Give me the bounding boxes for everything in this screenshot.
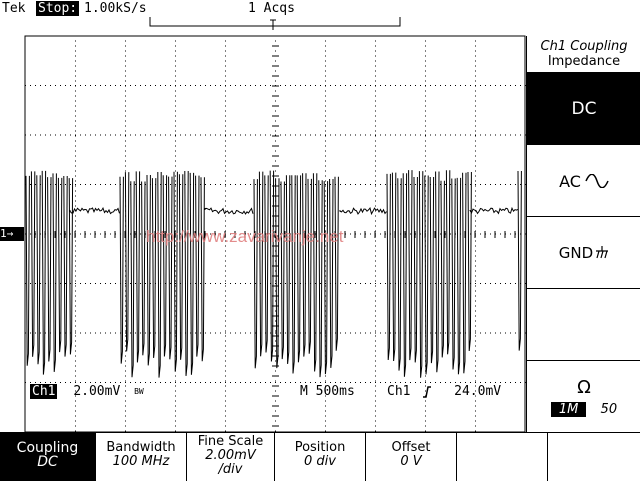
ground-icon xyxy=(596,246,609,259)
timebase-value: M 500ms xyxy=(300,384,355,399)
impedance-1m: 1M xyxy=(550,402,587,417)
trigger-level: 24.0mV xyxy=(454,384,502,399)
fine-scale-menu-button[interactable]: Fine Scale 2.00mV /div xyxy=(187,433,275,481)
bottom-menu-empty-2[interactable] xyxy=(548,433,640,481)
ohm-icon: Ω xyxy=(577,377,591,398)
sample-rate: 1.00kS/s xyxy=(84,1,147,16)
side-menu: Ch1 Coupling Impedance DC AC GND Ω 1M 50 xyxy=(526,36,640,432)
impedance-button[interactable]: Ω 1M 50 xyxy=(527,360,640,433)
ch1-waveform xyxy=(25,170,522,378)
trigger-readout: Ch1 24.0mV xyxy=(387,384,501,399)
trigger-channel: Ch1 xyxy=(387,384,411,399)
bottom-menu: Coupling DC Bandwidth 100 MHz Fine Scale… xyxy=(0,432,640,481)
impedance-50: 50 xyxy=(600,402,618,417)
ch1-trace xyxy=(25,170,522,378)
acquisition-state: Stop: xyxy=(36,1,80,16)
bandwidth-menu-button[interactable]: Bandwidth 100 MHz xyxy=(96,433,187,481)
coupling-ac-button[interactable]: AC xyxy=(527,144,640,217)
offset-menu-button[interactable]: Offset 0 V xyxy=(366,433,457,481)
ch1-label: Ch1 xyxy=(30,384,58,399)
coupling-dc-button[interactable]: DC xyxy=(527,72,640,145)
status-bar: Tek Stop: 1.00kS/s 1 Acqs xyxy=(0,0,640,20)
timebase-readout: M 500ms xyxy=(300,384,355,399)
rising-edge-icon xyxy=(422,384,440,399)
record-bracket xyxy=(149,17,401,30)
ch1-vdiv: 2.00mV xyxy=(73,384,121,399)
side-menu-title: Ch1 Coupling Impedance xyxy=(540,39,628,69)
acquisition-count: 1 Acqs xyxy=(248,1,295,16)
brand-label: Tek xyxy=(2,1,26,16)
ch1-readout: Ch1 2.00mV BW xyxy=(30,384,144,399)
watermark-text: http://www.zavarivanje.net xyxy=(146,227,344,246)
coupling-menu-button[interactable]: Coupling DC xyxy=(0,433,96,481)
position-menu-button[interactable]: Position 0 div xyxy=(275,433,366,481)
ch1-ground-marker[interactable]: 1→ xyxy=(0,227,24,241)
ac-sine-icon xyxy=(585,174,609,188)
bottom-menu-empty-1[interactable] xyxy=(457,433,548,481)
coupling-gnd-button[interactable]: GND xyxy=(527,216,640,289)
bandwidth-limit-icon: BW xyxy=(134,387,144,396)
